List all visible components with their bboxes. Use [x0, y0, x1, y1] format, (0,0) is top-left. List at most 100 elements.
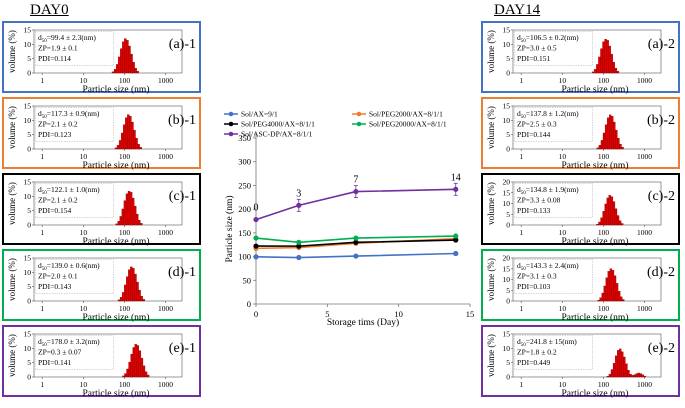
histogram-bar [129, 192, 133, 226]
pdi-value: PDI=0.449 [517, 358, 550, 367]
y-axis-title: volume (%) [7, 182, 17, 225]
d50-value: =99.4 ± 2.3(nm) [47, 33, 97, 42]
histogram-bar [619, 296, 623, 302]
histogram-bar [606, 375, 610, 378]
histogram-svg: 0 5 10 15 1 10 100 1000 Particle size (nm) volume… [486, 330, 675, 400]
histogram-bar [618, 220, 622, 226]
data-point [253, 243, 259, 249]
histogram-bar [620, 223, 624, 226]
point-annotation: 0 [254, 203, 259, 214]
x-tick-label: 10 [559, 228, 567, 237]
histogram-bar [615, 129, 618, 150]
y-tick-label: 5 [27, 206, 31, 215]
x-tick-label: 1 [40, 228, 44, 237]
histogram-bar [130, 353, 133, 378]
histogram-bar [116, 145, 120, 150]
histogram-bar [126, 276, 129, 302]
histogram-bar [604, 124, 608, 150]
legend-swatch-marker [228, 131, 234, 137]
histogram-bar [613, 275, 617, 302]
y-axis-title: volume (%) [7, 258, 17, 301]
y-tick-label: 0 [27, 221, 31, 230]
histogram-bar [114, 147, 118, 150]
histogram-bar [619, 348, 622, 378]
histogram-bar [598, 221, 601, 226]
x-axis-title: Particle size (nm) [82, 84, 149, 95]
y-tick-label: 0 [27, 69, 31, 78]
y-tick-label: 150 [238, 228, 251, 238]
histogram-bar [123, 124, 126, 150]
day14-title: DAY14 [494, 2, 541, 18]
legend-swatch-marker [356, 111, 362, 117]
histogram-bar [611, 270, 615, 302]
histogram-bar [635, 373, 638, 378]
pdi-value: PDI=0.154 [38, 206, 71, 215]
histogram-bar [123, 200, 127, 226]
histogram-bar [140, 357, 144, 378]
histogram-bar [136, 213, 139, 226]
panel-label: (e)-1 [169, 341, 196, 356]
histogram-bar [134, 67, 137, 74]
histogram-bar [118, 140, 122, 150]
histogram-bar [126, 368, 129, 378]
y-tick-label: 5 [27, 358, 31, 367]
histogram-bar [124, 38, 127, 74]
x-tick-label: 1 [519, 76, 523, 85]
d50-label: d50=122.1 ± 1.0(nm) [38, 185, 100, 196]
y-tick-label: 0 [27, 373, 31, 382]
histogram-bar [606, 197, 609, 226]
info-box [35, 259, 114, 294]
histogram-bar [598, 56, 601, 74]
x-axis-title: Particle size (nm) [82, 388, 149, 399]
y-tick-label: 10 [24, 344, 32, 353]
series-line [255, 188, 456, 221]
x-tick-label: 1000 [158, 380, 173, 389]
pdi-value: PDI=0.141 [38, 358, 71, 367]
histogram-bar [120, 48, 123, 74]
x-tick-label: 1000 [637, 152, 652, 161]
x-tick-label: 10 [80, 152, 88, 161]
histogram-bar [608, 45, 611, 74]
y-tick-label: 15 [24, 330, 32, 339]
histogram-bar [609, 114, 612, 150]
legend-label: Sol/PEG4000/AX=8/1/1 [241, 120, 315, 129]
data-point [453, 233, 459, 239]
x-tick-label: 10 [559, 304, 567, 313]
y-tick-label: 10 [503, 344, 511, 353]
histogram-bar [130, 53, 133, 74]
histogram-bar [128, 361, 131, 378]
plot-frame [512, 29, 662, 74]
d50-value: =178.0 ± 3.2(nm) [47, 337, 100, 346]
y-tick-label: 15 [24, 102, 32, 111]
legend-swatch-marker [228, 121, 234, 127]
data-point [296, 239, 302, 245]
histogram-bar [125, 117, 128, 150]
x-tick-label: 1000 [637, 380, 652, 389]
x-tick-label: 100 [598, 380, 610, 389]
histogram-bar [122, 41, 125, 74]
legend-swatch-marker [228, 111, 234, 117]
histogram-bar [599, 297, 602, 302]
histogram-svg: 0 5 10 15 1 10 100 1000 Particle size (nm) volume… [7, 330, 196, 400]
histogram-bar [623, 356, 626, 378]
x-tick-label: 1000 [158, 304, 173, 313]
histogram-bar [126, 40, 129, 74]
d50-label: d50=241.8 ± 15(nm) [517, 337, 577, 348]
histogram-bar [606, 117, 610, 150]
info-box [514, 335, 593, 370]
histogram-svg: 0 5 10 15 1 10 100 1000 Particle size (nm) volume… [7, 254, 196, 324]
plot-frame [512, 333, 662, 378]
pdi-value: PDI=0.103 [517, 282, 550, 291]
x-axis-title: Particle size (nm) [82, 236, 149, 247]
y-tick-label: 5 [506, 130, 510, 139]
point-annotation: 3 [296, 188, 301, 199]
y-tick-label: 0 [506, 221, 510, 230]
x-tick-label: 1000 [637, 228, 652, 237]
histogram-bar [614, 208, 618, 226]
histogram-bar [600, 140, 604, 150]
y-tick-label: 10 [24, 268, 32, 277]
data-point [353, 239, 359, 245]
plot-frame [33, 257, 183, 302]
